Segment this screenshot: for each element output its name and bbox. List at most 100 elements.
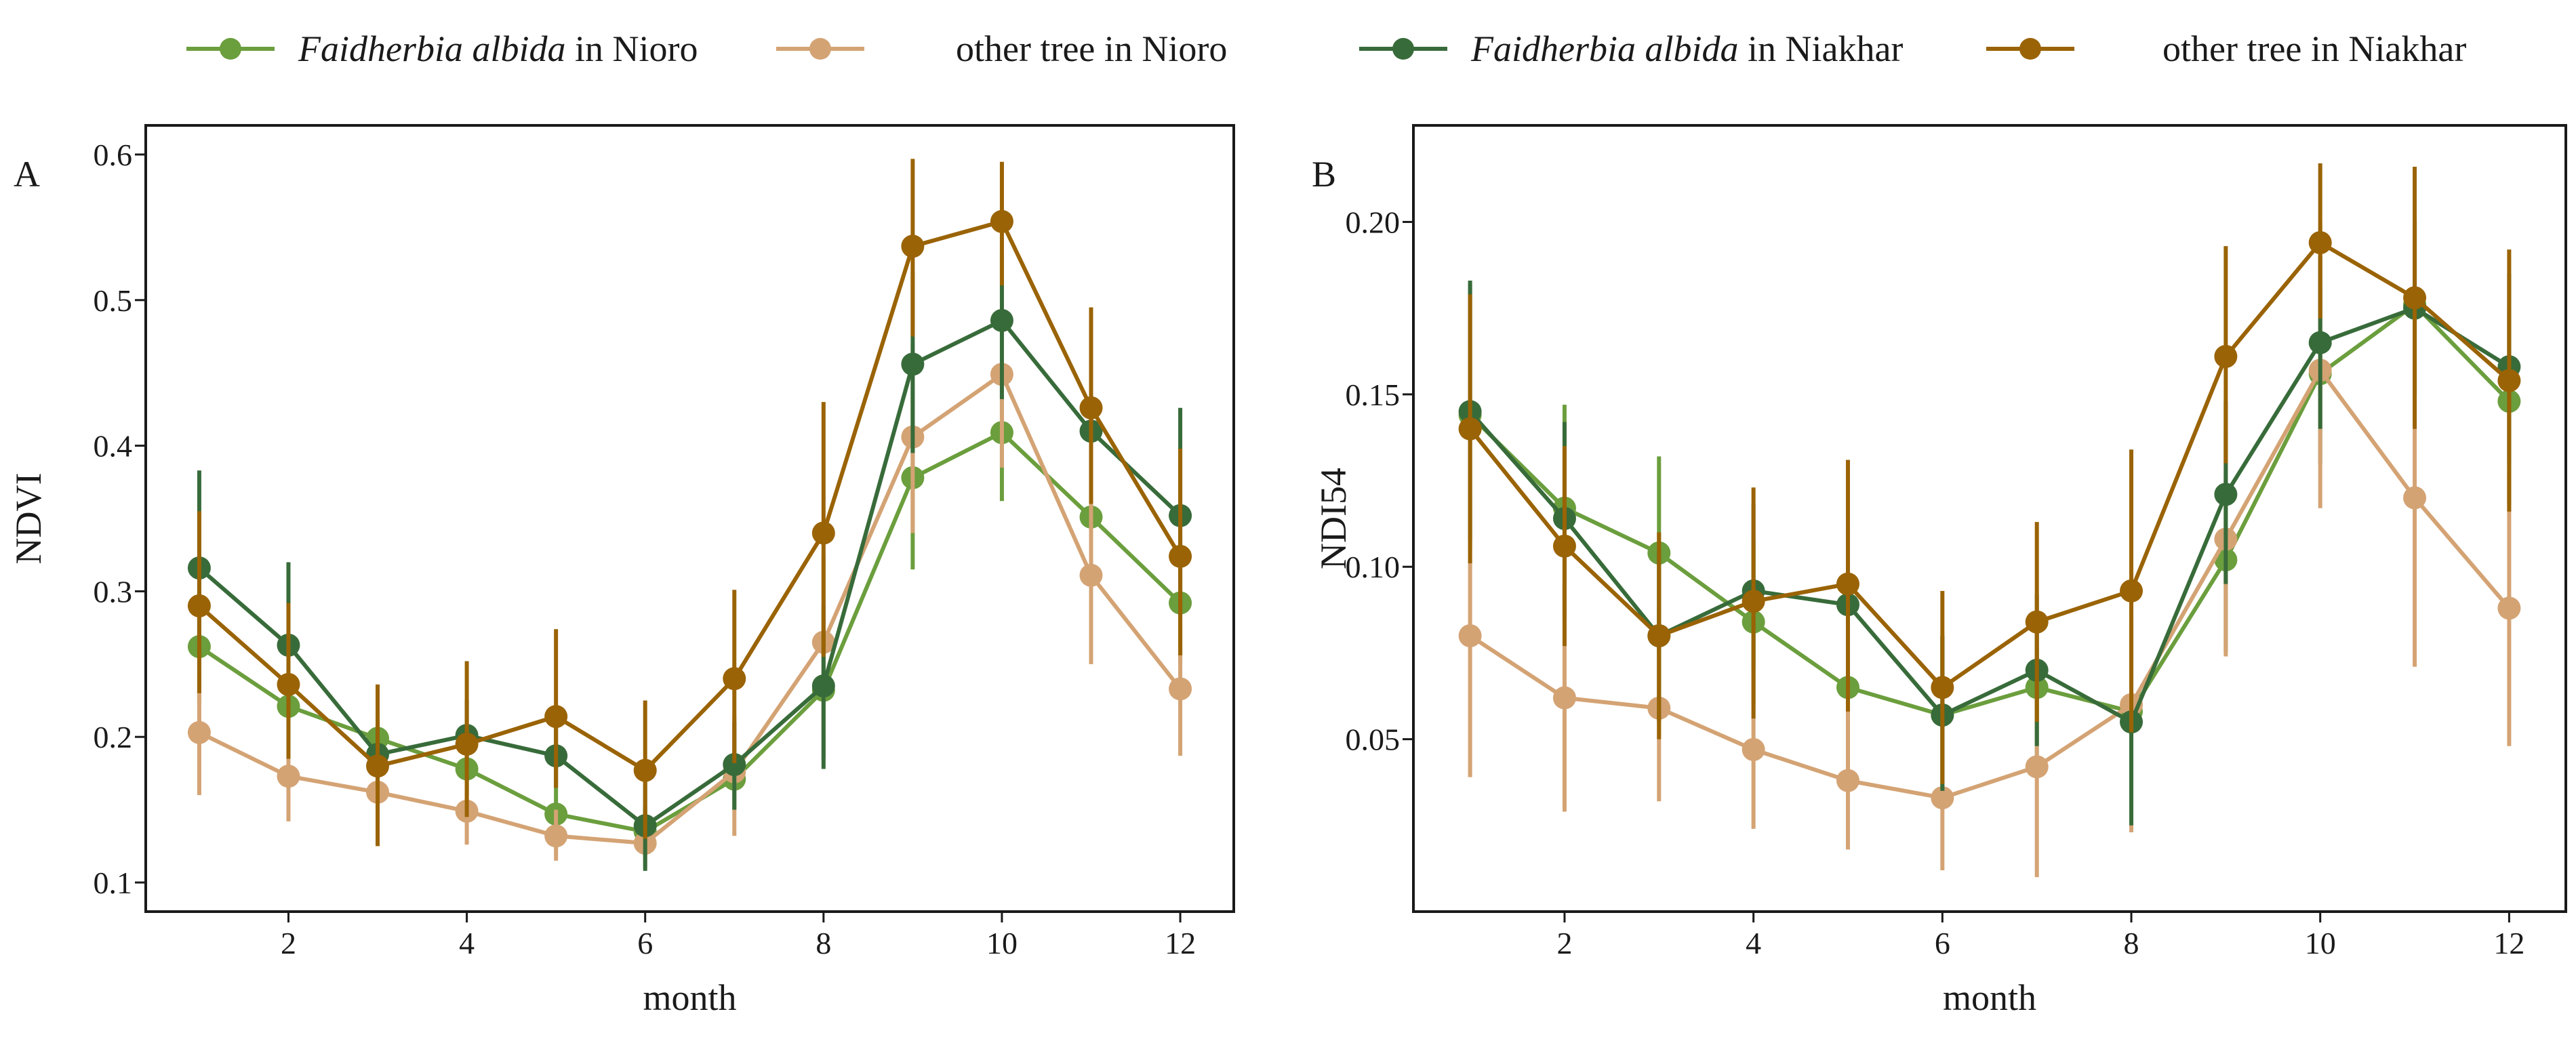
- data-point: [811, 674, 835, 698]
- data-point: [187, 594, 211, 617]
- y-axis-title: NDI54: [1313, 468, 1354, 569]
- legend-label-fa_nioro: Faidherbia albida in Nioro: [298, 28, 698, 69]
- data-point: [633, 758, 657, 782]
- y-tick-label: 0.2: [94, 720, 133, 754]
- panel-a-ndvi: A 2 4 6 8 10 12 0.1 0.2 0.3 0.4 0.5 0.6 month NDVI: [8, 124, 1235, 1018]
- data-point: [1836, 769, 1859, 792]
- legend-label-ot_niakhar: other tree in Niakhar: [2162, 28, 2466, 69]
- data-point: [2308, 331, 2332, 354]
- x-tick-label: 12: [2493, 926, 2524, 960]
- data-point: [1836, 572, 1859, 596]
- data-point: [723, 753, 746, 777]
- panel-b-ndi54: B 2 4 6 8 10 12 0.05 0.10 0.15 0.20 month NDI54: [1312, 124, 2567, 1018]
- legend-site-text: in Nioro: [565, 28, 698, 69]
- y-tick-label: 0.3: [94, 574, 133, 609]
- x-tick-label: 2: [1556, 926, 1572, 960]
- series-line-ot_nioro: [1468, 368, 2511, 800]
- series-fa_niakhar: [1458, 222, 2521, 826]
- series-line-ot_nioro: [198, 372, 1182, 845]
- data-point: [544, 824, 568, 848]
- legend-site-text: other tree in Niakhar: [2162, 28, 2466, 69]
- data-point: [2403, 486, 2427, 510]
- data-point: [277, 765, 300, 788]
- series-ot_nioro: [1458, 222, 2521, 878]
- data-point: [1079, 563, 1103, 587]
- data-point: [1552, 534, 1576, 558]
- legend-marker-ot_nioro: [809, 38, 831, 60]
- x-tick-label: 10: [2305, 926, 2336, 960]
- plot-area-frame: [1412, 124, 2567, 913]
- data-point: [1458, 417, 1482, 441]
- legend-site-text: other tree in Nioro: [956, 28, 1227, 69]
- series-fa_niakhar: [187, 253, 1192, 871]
- data-point: [990, 209, 1013, 233]
- series-line-fa_niakhar: [1468, 306, 2510, 725]
- series-ot_niakhar: [187, 159, 1192, 847]
- data-point: [2403, 286, 2427, 310]
- data-point: [1079, 396, 1103, 420]
- data-point: [901, 352, 925, 376]
- data-point: [2308, 230, 2332, 254]
- x-tick-label: 4: [1746, 926, 1761, 960]
- x-tick-label: 12: [1165, 926, 1196, 960]
- x-tick-label: 8: [816, 926, 831, 960]
- y-tick-label: 0.05: [1346, 723, 1401, 757]
- data-point: [1169, 677, 1192, 701]
- x-tick-label: 8: [2124, 926, 2139, 960]
- legend-label-ot_nioro: other tree in Nioro: [956, 28, 1227, 69]
- series-ot_niakhar: [1458, 163, 2521, 784]
- y-axis-title: NDVI: [8, 473, 49, 565]
- y-tick-label: 0.1: [94, 866, 133, 900]
- series-line-ot_niakhar: [1468, 241, 2511, 690]
- panel-label: A: [14, 154, 40, 195]
- x-tick-label: 6: [1935, 926, 1950, 960]
- data-point: [277, 672, 300, 696]
- legend-species-name: Faidherbia albida: [1470, 28, 1738, 69]
- data-point: [1742, 737, 1765, 761]
- series-line-fa_nioro: [198, 430, 1182, 834]
- legend-marker-fa_niakhar: [1392, 38, 1414, 60]
- legend-species-name: Faidherbia albida: [298, 28, 565, 69]
- y-tick-label: 0.15: [1346, 378, 1401, 412]
- legend-marker-fa_nioro: [220, 38, 241, 60]
- data-point: [2120, 579, 2144, 603]
- data-point: [1552, 686, 1576, 710]
- data-point: [1931, 676, 1954, 699]
- data-point: [1647, 624, 1671, 647]
- series-line-ot_niakhar: [197, 219, 1182, 773]
- legend-label-fa_niakhar: Faidherbia albida in Niakhar: [1470, 28, 1903, 69]
- data-point: [544, 705, 568, 729]
- data-point: [455, 732, 479, 756]
- data-point: [901, 235, 925, 258]
- series-fa_nioro: [1458, 222, 2521, 809]
- x-tick-label: 2: [281, 926, 296, 960]
- legend-marker-ot_niakhar: [2019, 38, 2041, 60]
- legend: Faidherbia albida in Nioro other tree in …: [186, 28, 2466, 69]
- legend-item-fa_nioro: Faidherbia albida in Nioro: [186, 28, 698, 69]
- x-axis-title: month: [1943, 977, 2036, 1018]
- data-point: [990, 308, 1013, 332]
- series-fa_nioro: [187, 365, 1192, 857]
- series-line-fa_nioro: [1468, 302, 2511, 717]
- data-point: [2497, 369, 2521, 392]
- x-axis-title: month: [643, 977, 736, 1018]
- data-point: [1931, 786, 1954, 810]
- legend-site-text: in Niakhar: [1738, 28, 1903, 69]
- y-tick-label: 0.5: [94, 283, 133, 318]
- y-tick-label: 0.4: [94, 429, 133, 464]
- plot-area-frame: [144, 124, 1235, 913]
- data-point: [1458, 624, 1482, 647]
- panel-label: B: [1312, 154, 1336, 195]
- data-point: [366, 754, 390, 778]
- x-tick-label: 6: [637, 926, 653, 960]
- series-line-fa_niakhar: [197, 318, 1182, 828]
- data-point: [811, 521, 835, 545]
- data-point: [2497, 596, 2521, 620]
- data-point: [2214, 483, 2238, 506]
- data-point: [2214, 344, 2238, 368]
- data-point: [1742, 590, 1765, 613]
- y-tick-label: 0.10: [1346, 550, 1401, 584]
- x-tick-label: 10: [986, 926, 1018, 960]
- legend-item-ot_niakhar: other tree in Niakhar: [1986, 28, 2466, 69]
- legend-item-ot_nioro: other tree in Nioro: [776, 28, 1227, 69]
